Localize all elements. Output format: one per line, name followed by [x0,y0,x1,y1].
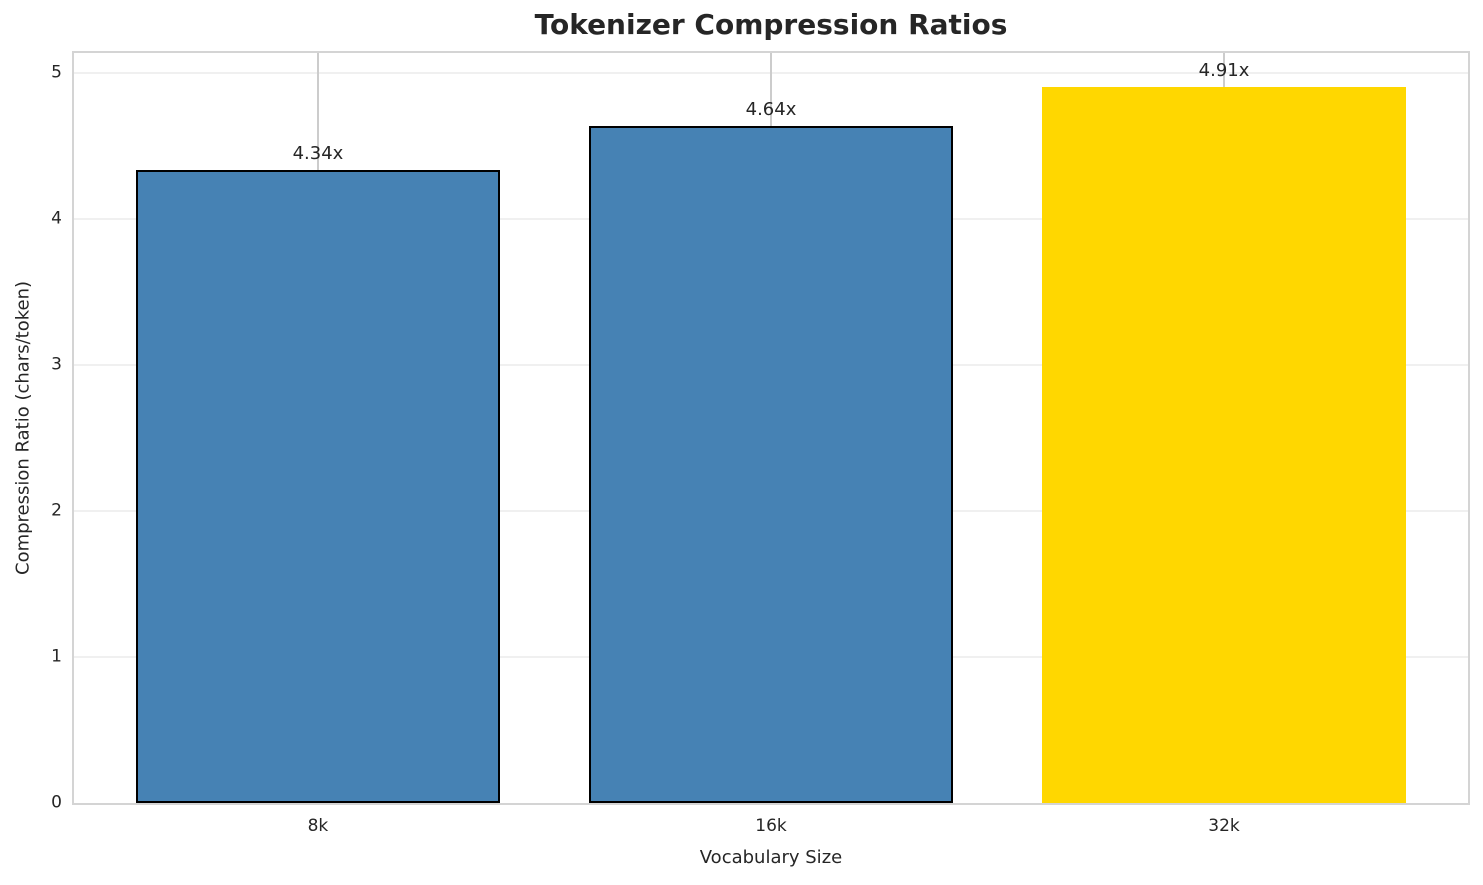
bar-value-label: 4.34x [292,142,344,164]
chart-title: Tokenizer Compression Ratios [534,8,1008,41]
bar-value-label: 4.91x [1198,59,1250,81]
x-tick-label: 8k [307,816,329,836]
y-tick-label: 2 [51,500,62,521]
y-tick-label: 0 [51,792,62,813]
bar-value-label: 4.64x [745,98,797,120]
plot-area: 0 1 2 3 4 5 4.34x 8k 4.64x 16k 4.91x 32k [51,51,1470,836]
x-axis-label: Vocabulary Size [699,847,843,868]
y-tick-label: 1 [51,646,62,667]
x-tick-label: 32k [1208,816,1240,836]
y-axis-label: Compression Ratio (chars/token) [12,281,34,576]
bar-32k [1042,86,1406,803]
y-tick-label: 5 [51,62,62,83]
x-tick-label: 16k [755,816,787,836]
y-tick-label: 4 [51,208,62,229]
bar-16k [589,125,953,803]
bar-8k [136,169,500,803]
y-tick-label: 3 [51,354,62,375]
